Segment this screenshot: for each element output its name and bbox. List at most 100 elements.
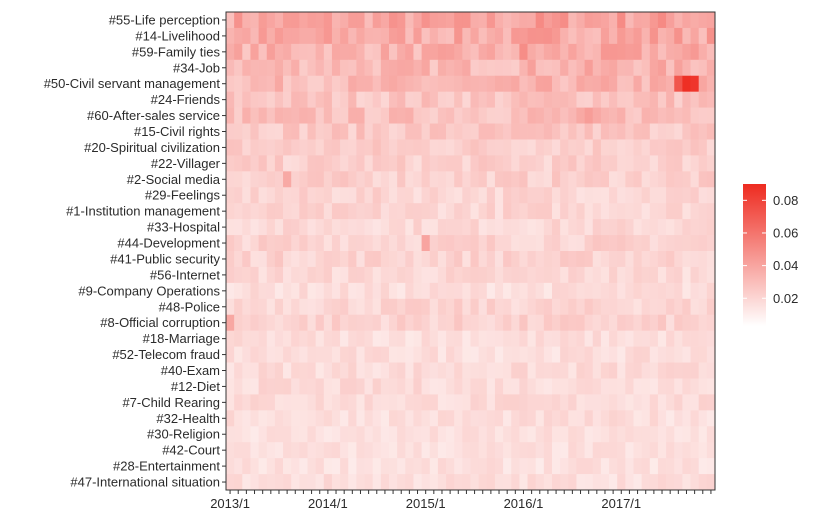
heatmap-cell [446, 75, 455, 93]
heatmap-cell [519, 91, 528, 108]
heatmap-cell [600, 59, 610, 77]
heatmap-cell [503, 251, 512, 268]
heatmap-cell [543, 298, 553, 316]
heatmap-cell [340, 187, 349, 204]
heatmap-cell [364, 107, 374, 124]
heatmap-cell [446, 426, 455, 443]
heatmap-cell [690, 458, 700, 475]
heatmap-cell [226, 426, 235, 443]
heatmap-cell [437, 155, 447, 172]
heatmap-cell [560, 187, 569, 204]
heatmap-cell [576, 107, 585, 124]
heatmap-cell [494, 394, 504, 411]
heatmap-cell [437, 235, 447, 252]
heatmap-cell [641, 43, 651, 61]
heatmap-cell [291, 75, 300, 93]
heatmap-cell [323, 219, 333, 236]
heatmap-cell [706, 426, 716, 443]
heatmap-cell [274, 107, 284, 124]
heatmap-cell [535, 314, 545, 332]
heatmap-cell [340, 107, 349, 124]
heatmap-cell [405, 442, 414, 459]
heatmap-cell [454, 43, 463, 61]
heatmap-cell [486, 282, 496, 300]
heatmap-cell [552, 330, 561, 347]
heatmap-cell [446, 187, 455, 204]
heatmap-cell [657, 59, 667, 77]
heatmap-cell [266, 426, 276, 443]
heatmap-cell [291, 458, 300, 475]
heatmap-cell [250, 346, 259, 363]
heatmap-cell [552, 139, 561, 156]
heatmap-cell [348, 203, 357, 220]
heatmap-cell [315, 27, 325, 45]
heatmap-cell [250, 251, 259, 268]
heatmap-cell [527, 362, 537, 379]
heatmap-cell [274, 235, 284, 252]
heatmap-cell [242, 330, 251, 347]
heatmap-cell [486, 474, 496, 491]
heatmap-cell [421, 474, 431, 491]
heatmap-cell [226, 187, 235, 204]
heatmap-cell [503, 171, 512, 188]
heatmap-cell [389, 91, 398, 108]
heatmap-cell [470, 235, 479, 252]
heatmap-cell [503, 91, 512, 108]
heatmap-cell [413, 187, 422, 204]
heatmap-cell [462, 59, 471, 77]
heatmap-cell [299, 410, 308, 427]
heatmap-cell [682, 235, 691, 252]
heatmap-cell [657, 12, 667, 29]
heatmap-cell [372, 251, 382, 268]
heatmap-cell [397, 171, 406, 188]
heatmap-cell [397, 235, 406, 252]
heatmap-cell [437, 251, 447, 268]
heatmap-cell [527, 43, 537, 61]
heatmap-cell [331, 362, 341, 379]
heatmap-cell [242, 59, 251, 77]
heatmap-cell [323, 139, 333, 156]
heatmap-cell [706, 442, 716, 459]
heatmap-cell [242, 139, 251, 156]
heatmap-cell [258, 362, 268, 379]
heatmap-cell [380, 171, 390, 188]
heatmap-cell [511, 59, 520, 77]
heatmap-cell [478, 410, 488, 427]
heatmap-cell [421, 75, 431, 93]
heatmap-cell [258, 314, 268, 332]
heatmap-cell [511, 203, 520, 220]
heatmap-cell [600, 346, 610, 363]
heatmap-cell [584, 203, 594, 220]
heatmap-cell [568, 362, 577, 379]
heatmap-cell [437, 298, 447, 316]
heatmap-cell [706, 12, 716, 29]
heatmap-cell [641, 107, 651, 124]
heatmap-cell [348, 314, 357, 332]
heatmap-cell [649, 282, 659, 300]
heatmap-cell [348, 235, 357, 252]
heatmap-cell [331, 91, 341, 108]
heatmap-cell [674, 139, 683, 156]
heatmap-cell [666, 75, 675, 93]
heatmap-cell [437, 187, 447, 204]
heatmap-cell [600, 426, 610, 443]
heatmap-cell [348, 346, 357, 363]
heatmap-cell [429, 155, 439, 172]
heatmap-cell [364, 91, 374, 108]
heatmap-cell [405, 474, 414, 491]
y-tick-label: #28-Entertainment [113, 459, 220, 474]
heatmap-cell [397, 314, 406, 332]
heatmap-cell [511, 123, 520, 140]
heatmap-cell [609, 282, 618, 300]
heatmap-cell [242, 123, 251, 140]
heatmap-cell [682, 314, 691, 332]
heatmap-cell [552, 458, 561, 475]
heatmap-cell [698, 75, 708, 93]
heatmap-cell [323, 235, 333, 252]
x-tick-label: 2015/1 [406, 496, 446, 511]
heatmap-cell [543, 203, 553, 220]
heatmap-cell [706, 27, 716, 45]
heatmap-cell [584, 426, 594, 443]
heatmap-cell [380, 346, 390, 363]
heatmap-cell [266, 123, 276, 140]
